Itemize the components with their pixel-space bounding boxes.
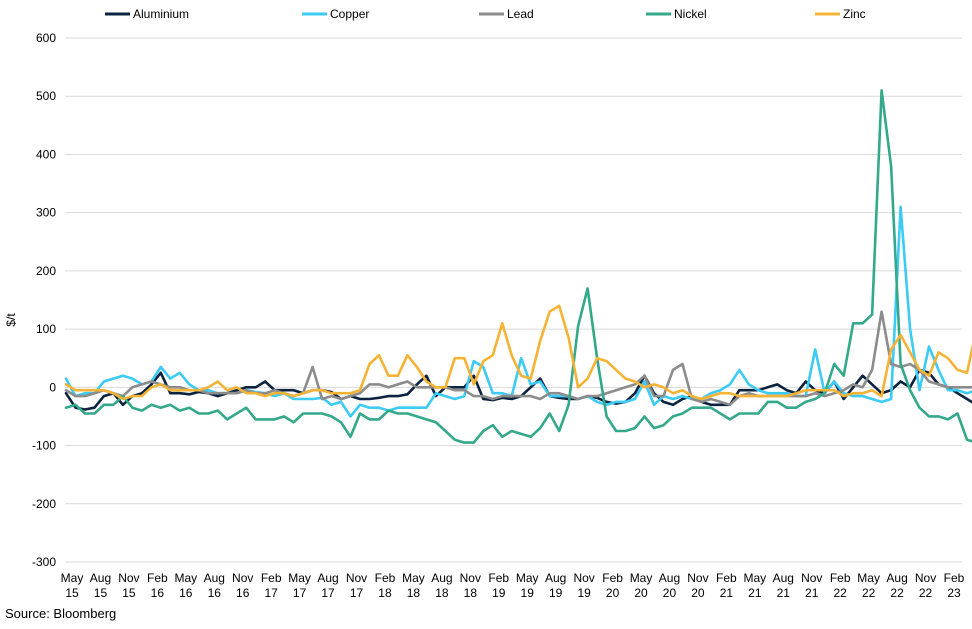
x-tick-label-year: 18 (464, 586, 478, 600)
x-tick-label-year: 19 (577, 586, 591, 600)
legend-label-lead: Lead (507, 7, 534, 21)
x-tick-label-year: 17 (321, 586, 335, 600)
x-tick-label-year: 19 (549, 586, 563, 600)
x-tick-label-year: 15 (94, 586, 108, 600)
x-tick-label-month: Nov (915, 571, 936, 585)
x-tick-label-year: 20 (634, 586, 648, 600)
x-tick-label-year: 15 (65, 586, 79, 600)
x-tick-label-year: 17 (350, 586, 364, 600)
x-tick-label-month: Aug (773, 571, 794, 585)
x-tick-label-year: 22 (862, 586, 876, 600)
x-tick-label-month: May (174, 571, 197, 585)
x-tick-label-year: 16 (208, 586, 222, 600)
x-tick-label-year: 19 (492, 586, 506, 600)
x-tick-label-month: Aug (317, 571, 338, 585)
x-tick-label-month: Nov (573, 571, 594, 585)
y-tick-label: -300 (32, 555, 56, 569)
series-line-copper (64, 205, 972, 418)
gridlines (65, 37, 962, 563)
series-lines (64, 89, 972, 444)
y-tick-label: 300 (36, 206, 56, 220)
x-tick-label-month: May (630, 571, 653, 585)
y-tick-label: 600 (36, 31, 56, 45)
x-tick-label-month: May (516, 571, 539, 585)
legend-label-nickel: Nickel (674, 7, 707, 21)
x-tick-label-year: 16 (179, 586, 193, 600)
y-tick-label: 0 (49, 380, 56, 394)
x-tick-label-month: Aug (204, 571, 225, 585)
x-tick-label-month: Feb (488, 571, 509, 585)
x-tick-label-year: 18 (435, 586, 449, 600)
source-note: Source: Bloomberg (5, 606, 116, 621)
x-tick-label-month: Nov (687, 571, 708, 585)
x-tick-label-year: 16 (236, 586, 250, 600)
x-tick-label-year: 22 (919, 586, 933, 600)
y-tick-label: 500 (36, 89, 56, 103)
x-tick-label-year: 21 (720, 586, 734, 600)
x-tick-label-year: 20 (606, 586, 620, 600)
x-tick-label-year: 20 (663, 586, 677, 600)
y-tick-label: 400 (36, 147, 56, 161)
legend: Aluminium Copper Lead Nickel Zinc (105, 7, 866, 21)
series-line-aluminium (64, 368, 972, 411)
x-axis-tick-labels: May15Aug15Nov15Feb16May16Aug16Nov16Feb17… (61, 571, 965, 600)
x-tick-label-month: Nov (118, 571, 139, 585)
x-tick-label-month: May (402, 571, 425, 585)
x-tick-label-month: May (857, 571, 880, 585)
y-tick-label: 200 (36, 264, 56, 278)
x-tick-label-year: 22 (834, 586, 848, 600)
legend-label-aluminium: Aluminium (133, 7, 189, 21)
x-tick-label-year: 21 (748, 586, 762, 600)
x-tick-label-month: Aug (886, 571, 907, 585)
x-tick-label-month: May (288, 571, 311, 585)
legend-label-copper: Copper (330, 7, 369, 21)
x-tick-label-year: 21 (805, 586, 819, 600)
x-tick-label-month: Feb (375, 571, 396, 585)
x-tick-label-month: Aug (90, 571, 111, 585)
x-tick-label-month: Feb (944, 571, 965, 585)
x-tick-label-month: Nov (232, 571, 253, 585)
series-line-lead (64, 310, 972, 407)
x-tick-label-month: Feb (830, 571, 851, 585)
x-tick-label-month: Feb (602, 571, 623, 585)
x-tick-label-month: Aug (545, 571, 566, 585)
x-tick-label-month: Feb (716, 571, 737, 585)
x-tick-label-month: May (61, 571, 84, 585)
x-tick-label-year: 18 (407, 586, 421, 600)
x-tick-label-year: 18 (378, 586, 392, 600)
x-tick-label-year: 17 (293, 586, 307, 600)
x-tick-label-year: 22 (890, 586, 904, 600)
x-tick-label-month: Nov (346, 571, 367, 585)
x-tick-label-month: Nov (801, 571, 822, 585)
y-axis-label: $/t (4, 313, 18, 327)
series-line-zinc (64, 304, 972, 401)
legend-label-zinc: Zinc (843, 7, 866, 21)
x-tick-label-year: 19 (521, 586, 535, 600)
x-tick-label-year: 15 (122, 586, 136, 600)
x-tick-label-year: 20 (691, 586, 705, 600)
x-tick-label-year: 23 (947, 586, 961, 600)
y-axis-tick-labels: -300 -200 -100 0 100 200 300 400 500 600 (32, 31, 56, 569)
y-tick-label: -200 (32, 497, 56, 511)
x-tick-label-year: 17 (264, 586, 278, 600)
x-tick-label-year: 21 (777, 586, 791, 600)
x-tick-label-month: May (744, 571, 767, 585)
y-tick-label: 100 (36, 322, 56, 336)
x-tick-label-month: Nov (460, 571, 481, 585)
y-tick-label: -100 (32, 439, 56, 453)
series-line-nickel (64, 89, 972, 444)
x-tick-label-year: 16 (151, 586, 165, 600)
x-tick-label-month: Feb (261, 571, 282, 585)
x-tick-label-month: Feb (147, 571, 168, 585)
x-tick-label-month: Aug (431, 571, 452, 585)
x-tick-label-month: Aug (659, 571, 680, 585)
